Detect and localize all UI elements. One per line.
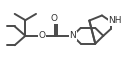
Text: N: N (69, 31, 76, 40)
Text: NH: NH (109, 16, 122, 25)
Text: O: O (38, 31, 46, 40)
Text: O: O (50, 14, 57, 23)
